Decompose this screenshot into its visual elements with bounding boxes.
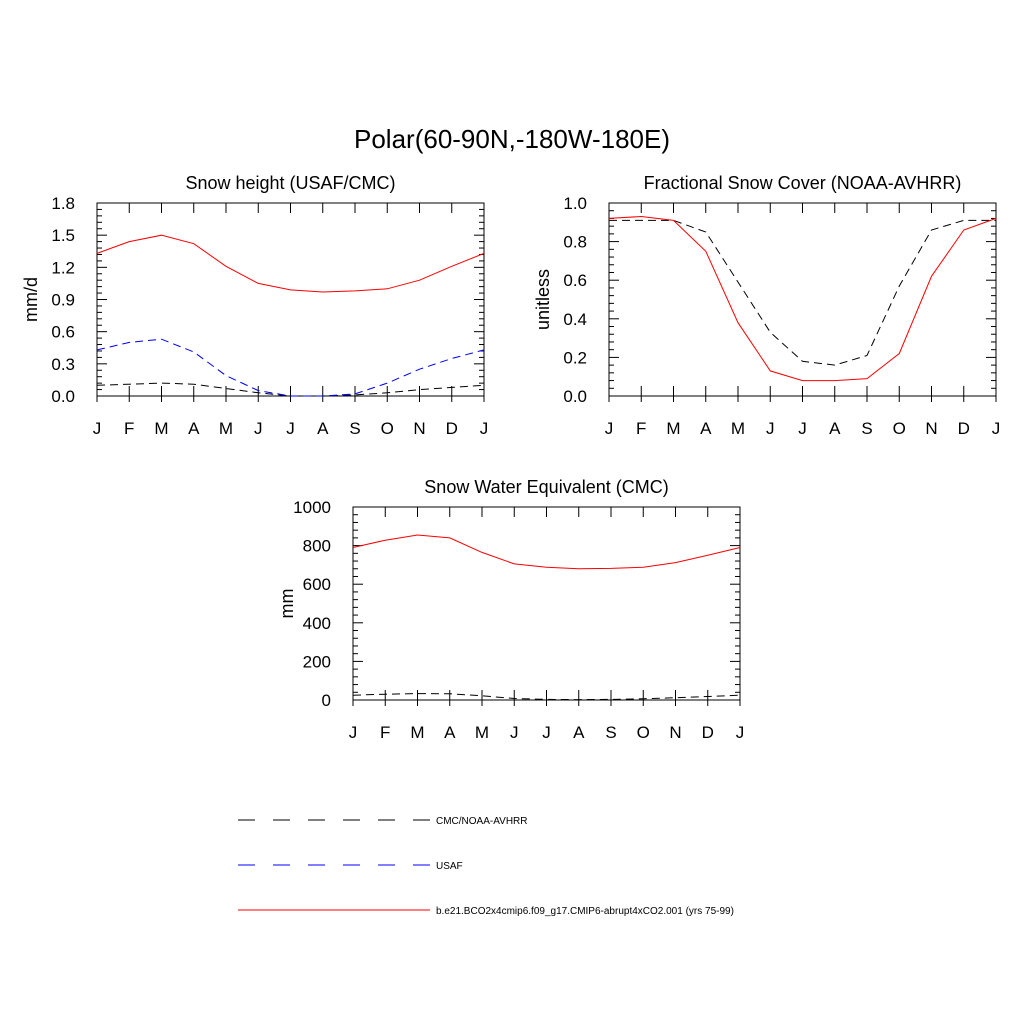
x-tick-label: A [700,419,712,438]
y-axis-label: unitless [533,269,553,330]
x-tick-label: S [861,419,872,438]
panels: Snow height (USAF/CMC) mm/d 0.0 0.3 0.6 0.9 1.… [21,173,1000,742]
y-tick-label: 0.8 [563,233,587,252]
x-tick-label: J [93,419,102,438]
panel-title: Snow height (USAF/CMC) [185,173,395,193]
x-tick-label: S [605,723,616,742]
x-tick-label: J [992,419,1001,438]
x-tick-label: S [349,419,360,438]
x-tick-label: F [124,419,134,438]
y-tick-label: 1.5 [51,226,75,245]
x-tick-label: M [219,419,233,438]
x-tick-label: O [637,723,650,742]
x-tick-label: M [410,723,424,742]
y-axis-label: mm [277,589,297,619]
legend-label-1: CMC/NOAA-AVHRR [436,816,527,827]
x-tick-label: J [480,419,489,438]
x-tick-label: M [666,419,680,438]
y-tick-label: 400 [303,614,331,633]
x-tick-label: J [542,723,551,742]
y-tick-label: 1.8 [51,194,75,213]
x-tick-label: D [446,419,458,438]
x-tick-label: A [829,419,841,438]
x-tick-label: M [475,723,489,742]
series-line-3 [96,234,485,293]
y-tick-label: 0.4 [563,310,587,329]
x-tick-label: J [510,723,519,742]
panel-title: Snow Water Equivalent (CMC) [424,477,668,497]
x-tick-label: A [317,419,329,438]
y-tick-label: 200 [303,652,331,671]
x-tick-label: O [893,419,906,438]
series-line-2 [96,338,485,397]
x-tick-label: N [925,419,937,438]
chart-panel-1: Snow height (USAF/CMC) mm/d 0.0 0.3 0.6 0.9 1.… [21,173,488,438]
y-tick-label: 0.0 [51,387,75,406]
chart-panel-2: Fractional Snow Cover (NOAA-AVHRR) unitle… [533,173,1000,438]
x-tick-label: F [380,723,390,742]
y-tick-label: 600 [303,575,331,594]
x-tick-label: M [154,419,168,438]
y-tick-label: 0.3 [51,355,75,374]
y-tick-label: 1.0 [563,194,587,213]
x-tick-label: A [444,723,456,742]
x-tick-label: F [636,419,646,438]
y-tick-label: 0.9 [51,291,75,310]
chart-panel-3: Snow Water Equivalent (CMC) mm 0 200 400 600 8… [277,477,744,742]
x-tick-label: J [766,419,775,438]
legend-label-2: USAF [436,861,463,872]
x-tick-label: J [286,419,295,438]
plot-frame [608,202,997,397]
series-line-2 [608,215,997,382]
x-tick-label: N [669,723,681,742]
y-tick-label: 1.2 [51,258,75,277]
x-tick-label: D [958,419,970,438]
legend: CMC/NOAA-AVHRR USAF b.e21.BCO2x4cmip6.f09_… [238,816,734,917]
y-tick-label: 0.0 [563,387,587,406]
x-tick-label: D [702,723,714,742]
y-axis-label: mm/d [21,277,41,322]
x-tick-label: A [573,723,585,742]
y-tick-label: 0.2 [563,348,587,367]
y-tick-label: 0.6 [51,323,75,342]
panel-title: Fractional Snow Cover (NOAA-AVHRR) [644,173,962,193]
x-tick-label: M [731,419,745,438]
y-tick-label: 800 [303,537,331,556]
x-tick-label: A [188,419,200,438]
x-tick-label: J [736,723,745,742]
series-line-1 [609,219,996,366]
legend-label-3: b.e21.BCO2x4cmip6.f09_g17.CMIP6-abrupt4x… [436,906,734,917]
y-tick-label: 1000 [293,498,331,517]
x-tick-label: J [349,723,358,742]
figure-title: Polar(60-90N,-180W-180E) [354,124,670,154]
plot-frame [96,202,485,397]
y-tick-label: 0.6 [563,271,587,290]
x-tick-label: J [605,419,614,438]
y-tick-label: 0 [322,691,331,710]
x-tick-label: N [413,419,425,438]
x-tick-label: J [254,419,263,438]
x-tick-label: O [381,419,394,438]
series-line-2 [352,534,741,570]
x-tick-label: J [798,419,807,438]
